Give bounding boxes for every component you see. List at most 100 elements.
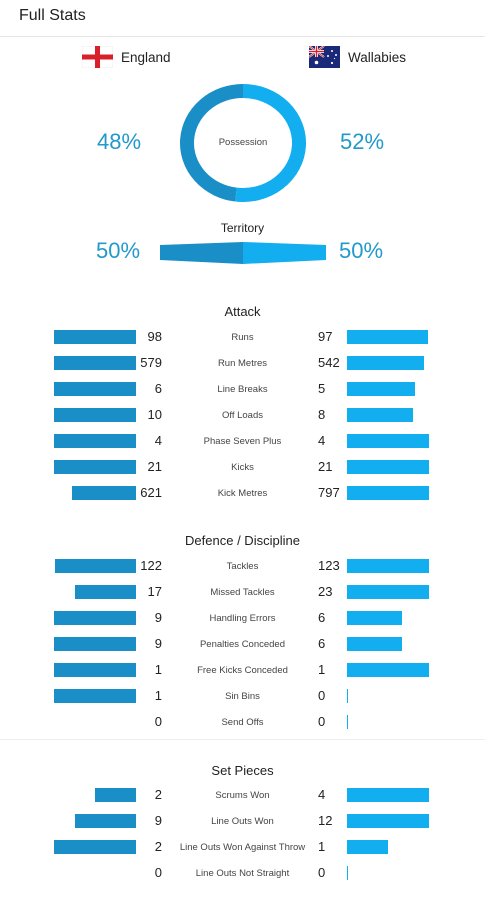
stat-value-away: 4 [318,787,326,802]
stat-bar-away-runs [347,330,429,344]
possession-label: Possession [218,137,268,148]
stat-row-off-loads: 10 Off Loads 8 [0,405,485,425]
stat-bar-home-handling-errors [54,611,136,625]
possession-away-percent: 52% [340,129,385,154]
stat-bar-away-send-offs [347,715,348,729]
stat-value-away: 0 [318,865,326,880]
stat-bar-away-line-breaks [347,382,416,396]
section-title-set-pieces: Set Pieces [211,763,274,778]
stat-value-home: 10 [147,407,162,422]
stat-label: Scrums Won [215,790,270,801]
stat-row-run-metres: 579 Run Metres 542 [0,353,485,373]
stat-value-home: 122 [140,558,162,573]
stat-value-home: 2 [154,787,162,802]
stat-label: Sin Bins [225,691,260,702]
stat-row-send-offs: 0 Send Offs 0 [0,712,485,732]
possession-home-percent: 48% [97,129,142,154]
stat-value-home: 98 [147,329,162,344]
territory-home-shape [160,242,243,264]
stat-value-away: 6 [318,610,326,625]
stat-bar-away-scrums-won [347,788,429,802]
stat-value-away: 542 [318,355,340,370]
stat-value-away: 12 [318,813,333,828]
page-title: Full Stats [19,7,86,24]
stat-bar-away-penalties-conceded [347,637,402,651]
territory-bar [160,242,326,264]
stat-bar-home-line-outs-won [74,814,136,828]
stat-label: Kicks [231,462,254,473]
team-home: England [82,45,171,69]
stat-bar-home-runs [54,330,136,344]
stat-value-home: 17 [147,584,162,599]
stat-bar-home-scrums-won [95,788,136,802]
section-divider [0,739,485,740]
stat-value-away: 23 [318,584,333,599]
stat-row-free-kicks-conceded: 1 Free Kicks Conceded 1 [0,660,485,680]
territory-away-shape [243,242,326,264]
stat-label: Off Loads [221,410,264,421]
stat-label: Phase Seven Plus [203,436,282,447]
stat-bar-home-penalties-conceded [54,637,136,651]
stat-label: Line Outs Won Against Throw [179,842,306,853]
stat-bar-away-kicks [347,460,429,474]
team-away-name: Wallabies [348,49,407,65]
stat-label: Missed Tackles [210,587,275,598]
stat-bar-home-missed-tackles [75,585,136,599]
stat-value-home: 6 [154,381,162,396]
stat-value-away: 1 [318,662,326,677]
team-away: Wallabies [309,45,406,69]
stat-bar-away-free-kicks-conceded [347,663,429,677]
stat-row-kicks: 21 Kicks 21 [0,457,485,477]
possession-home-arc [180,84,244,202]
stat-label: Tackles [226,561,259,572]
stat-bar-home-off-loads [54,408,136,422]
stat-row-line-outs-won-against-throw: 2 Line Outs Won Against Throw 1 [0,837,485,857]
stat-bar-away-missed-tackles [347,585,429,599]
stat-label: Run Metres [217,358,268,369]
stat-row-line-breaks: 6 Line Breaks 5 [0,379,485,399]
stat-value-home: 21 [147,459,162,474]
stat-label: Line Breaks [217,384,268,395]
stat-row-penalties-conceded: 9 Penalties Conceded 6 [0,634,485,654]
stat-bar-away-kick-metres [347,486,429,500]
stat-bar-away-line-outs-won-against-throw [347,840,388,854]
stat-row-phase-seven-plus: 4 Phase Seven Plus 4 [0,431,485,451]
stat-bar-home-free-kicks-conceded [54,663,136,677]
stat-bar-home-kicks [54,460,136,474]
stat-value-away: 4 [318,433,326,448]
stat-bar-home-kick-metres [72,486,136,500]
stat-label: Send Offs [221,717,264,728]
stat-row-line-outs-not-straight: 0 Line Outs Not Straight 0 [0,863,485,883]
england-flag-icon [82,46,113,68]
stat-value-home: 1 [154,662,162,677]
stat-bar-away-line-outs-won [347,814,429,828]
stat-row-scrums-won: 2 Scrums Won 4 [0,785,485,805]
stat-label: Kick Metres [217,488,268,499]
stat-row-line-outs-won: 9 Line Outs Won 12 [0,811,485,831]
stat-bar-home-line-breaks [54,382,136,396]
section-title-defence: Defence / Discipline [185,533,300,548]
stat-bar-away-sin-bins [347,689,348,703]
stat-value-home: 579 [140,355,162,370]
stat-label: Line Outs Not Straight [195,868,290,879]
possession-away-arc [235,84,306,202]
stat-row-missed-tackles: 17 Missed Tackles 23 [0,582,485,602]
stat-bar-away-tackles [347,559,429,573]
stat-value-away: 97 [318,329,333,344]
stat-row-sin-bins: 1 Sin Bins 0 [0,686,485,706]
stat-bar-home-tackles [54,559,136,573]
stat-value-home: 0 [154,865,162,880]
stat-value-home: 4 [154,433,162,448]
stat-row-runs: 98 Runs 97 [0,327,485,347]
stat-bar-home-sin-bins [54,689,136,703]
stat-value-away: 123 [318,558,340,573]
stat-bar-away-handling-errors [347,611,402,625]
territory-away-percent: 50% [339,238,384,263]
stat-value-home: 9 [154,610,162,625]
page-header: Full Stats [0,0,485,37]
stat-bar-home-run-metres [54,356,136,370]
stat-label: Free Kicks Conceded [197,665,288,676]
stat-value-away: 21 [318,459,333,474]
stat-value-away: 8 [318,407,326,422]
stat-bar-away-off-loads [347,408,413,422]
